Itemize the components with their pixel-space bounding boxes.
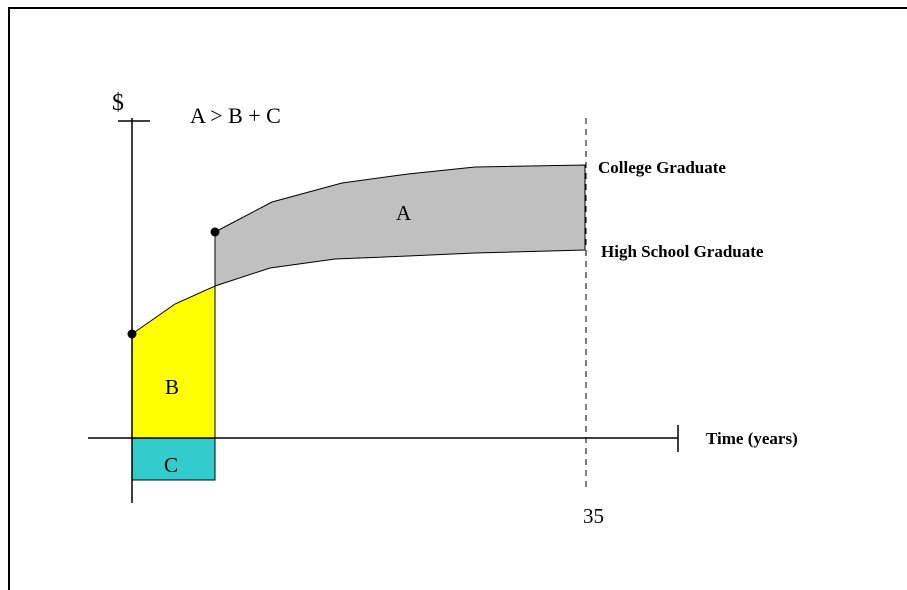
highschool-graduate-label: High School Graduate bbox=[601, 242, 764, 261]
highschool-start-dot bbox=[127, 329, 137, 339]
year-35-label: 35 bbox=[583, 504, 604, 528]
college-start-dot bbox=[210, 227, 220, 237]
region-a bbox=[214, 164, 586, 287]
inequality-label: A > B + C bbox=[190, 103, 281, 128]
region-b bbox=[131, 285, 216, 439]
region-c-label: C bbox=[164, 453, 178, 477]
region-a-label: A bbox=[396, 201, 412, 225]
x-axis-label: Time (years) bbox=[706, 429, 798, 448]
region-b-label: B bbox=[165, 375, 179, 399]
y-axis-label: $ bbox=[112, 90, 124, 116]
college-graduate-label: College Graduate bbox=[598, 158, 726, 177]
